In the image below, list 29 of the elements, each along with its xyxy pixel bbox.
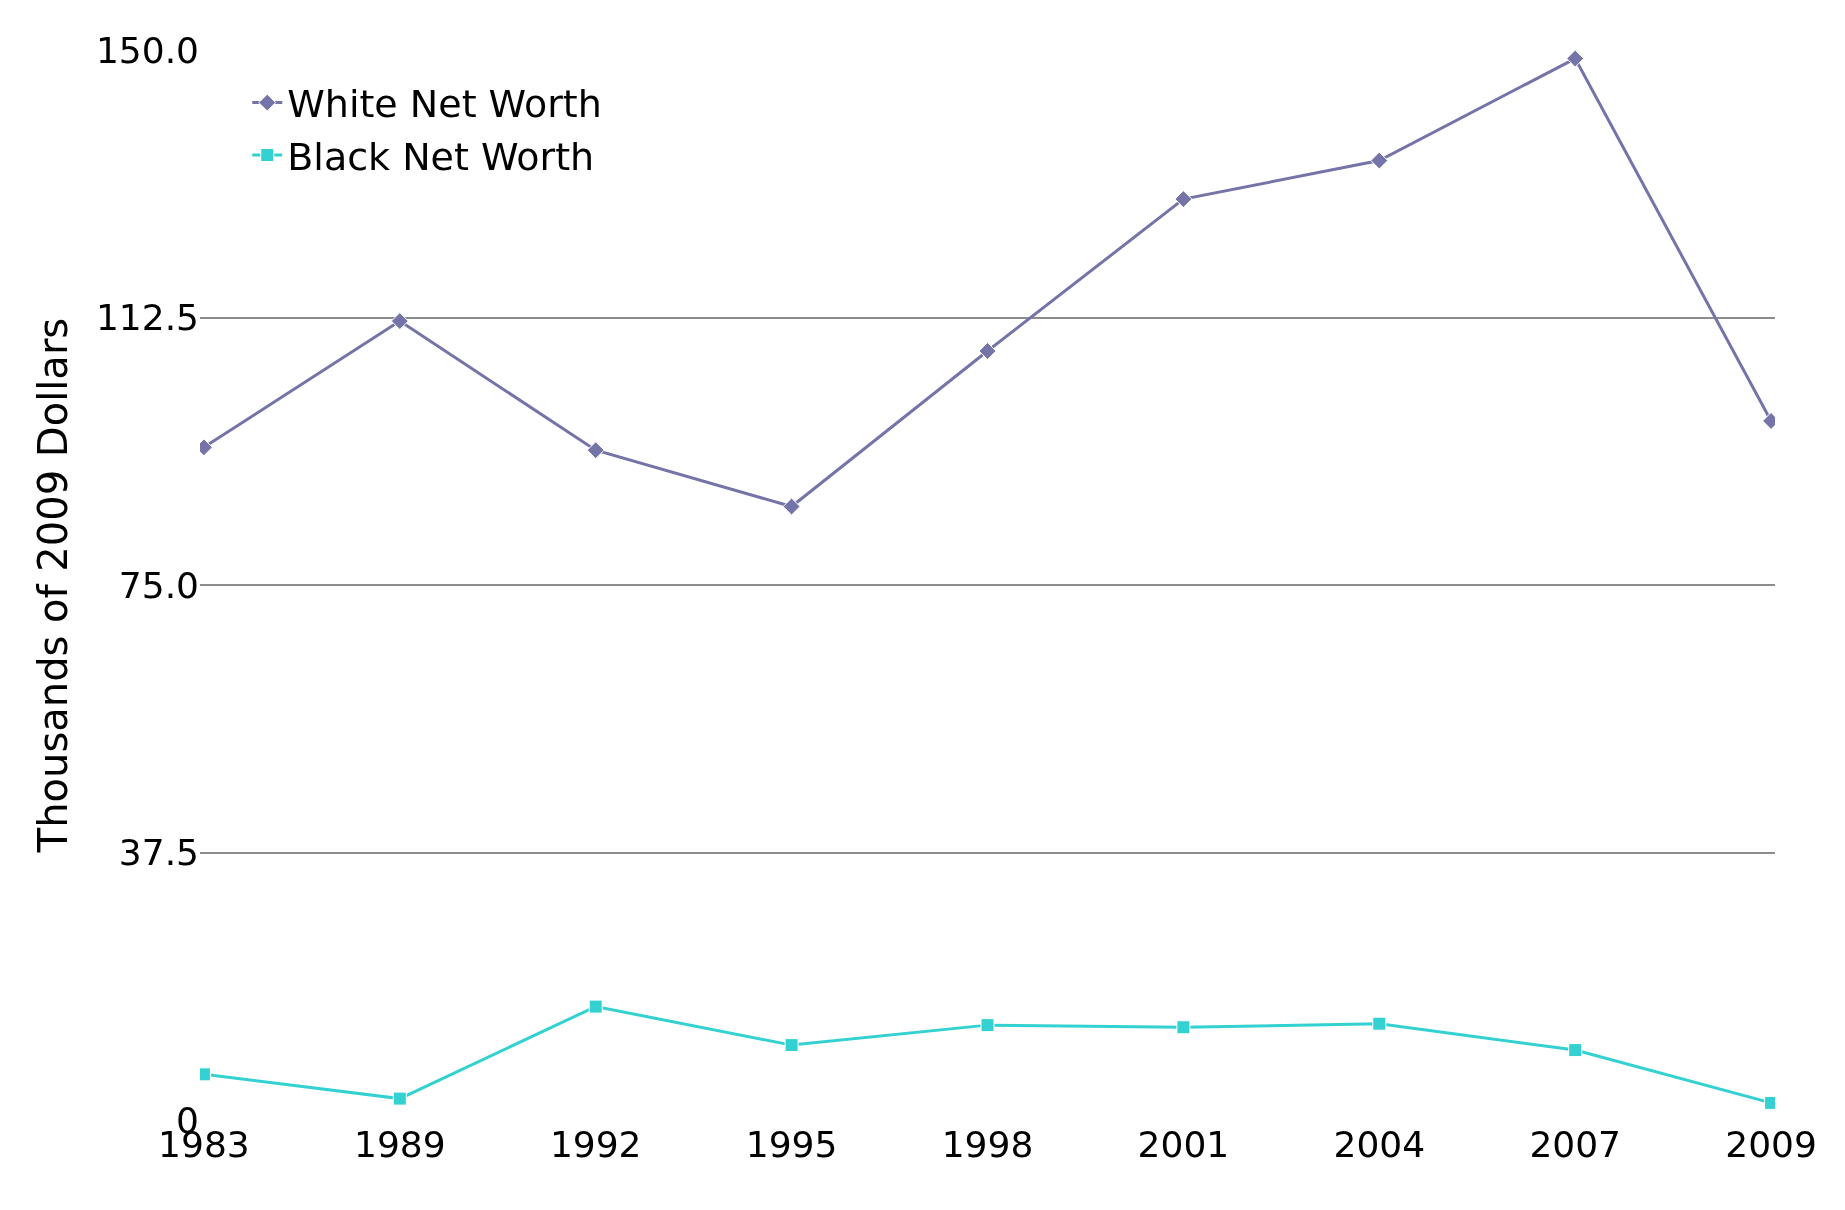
x-tick-label: 1998: [941, 1124, 1034, 1165]
x-tick-label: 1992: [549, 1124, 642, 1165]
legend-label: White Net Worth: [287, 82, 602, 127]
y-tick-label: 75.0: [118, 564, 199, 606]
x-tick-label: 2004: [1333, 1124, 1426, 1165]
point: [1568, 1043, 1583, 1058]
legend-label: Black Net Worth: [287, 134, 595, 179]
point: [784, 1038, 799, 1053]
point: [1174, 190, 1193, 209]
point: [1566, 50, 1585, 68]
point: [980, 1018, 995, 1033]
point: [1370, 151, 1389, 170]
x-tick-label: 2001: [1137, 1124, 1230, 1165]
point: [978, 342, 997, 360]
y-tick-label: 150.0: [95, 29, 199, 71]
y-tick-label: 37.5: [118, 832, 199, 874]
point: [1176, 1020, 1191, 1035]
x-tick-label: 2007: [1529, 1124, 1621, 1165]
y-tick-label: 112.5: [95, 297, 199, 339]
point: [390, 312, 409, 331]
x-tick-label: 1989: [354, 1124, 446, 1165]
point: [588, 999, 603, 1014]
point: [1372, 1016, 1387, 1031]
x-tick-label: 2009: [1725, 1124, 1817, 1165]
y-axis-title: Thousands of 2009 Dollars: [30, 317, 77, 854]
point: [782, 497, 801, 516]
x-tick-label: 1995: [745, 1124, 838, 1165]
point: [586, 441, 605, 460]
point: [392, 1091, 407, 1106]
